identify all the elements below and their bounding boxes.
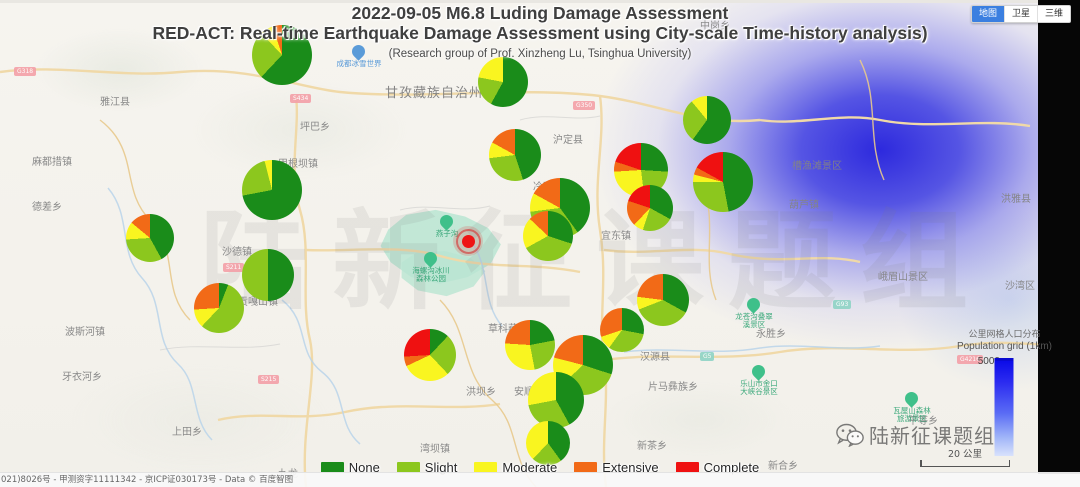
map-place-label: 波斯河镇 bbox=[65, 327, 105, 338]
map-place-label: 片马彝族乡 bbox=[648, 382, 698, 393]
damage-pie-chart[interactable] bbox=[637, 274, 689, 326]
damage-pie-chart[interactable] bbox=[242, 160, 302, 220]
wechat-watermark: 陆新征课题组 bbox=[836, 420, 995, 449]
top-edge-strip bbox=[0, 0, 1038, 3]
road-shield-label: G5 bbox=[700, 352, 715, 361]
scale-bar: 20 公里 bbox=[920, 449, 1010, 467]
population-legend-title-cn: 公里网格人口分布 bbox=[968, 330, 1041, 340]
wechat-icon bbox=[836, 423, 864, 447]
screen-edge-strip bbox=[1038, 0, 1080, 474]
damage-pie-chart[interactable] bbox=[600, 308, 644, 352]
map-place-label: 永胜乡 bbox=[756, 329, 786, 340]
scale-bar-label: 20 公里 bbox=[947, 449, 983, 460]
road-shield-label: S211 bbox=[223, 263, 245, 272]
epicenter-marker[interactable] bbox=[453, 226, 483, 256]
damage-pie-chart[interactable] bbox=[489, 129, 541, 181]
map-place-label: 德差乡 bbox=[32, 202, 62, 213]
damage-pie-chart[interactable] bbox=[526, 421, 570, 465]
population-legend-bar-wrap: 5000 bbox=[957, 356, 1052, 456]
damage-pie-chart[interactable] bbox=[404, 329, 456, 381]
map-poi-label: 燕子沟 bbox=[435, 229, 459, 238]
map-poi-label: 龙苍沟叠翠 溪景区 bbox=[735, 312, 773, 330]
map-place-label: 贡嘎山镇 bbox=[238, 297, 278, 308]
map-place-label: 平等乡 bbox=[908, 416, 938, 427]
map-type-button-3[interactable]: 三维 bbox=[1044, 9, 1063, 19]
map-type-switcher[interactable]: 地图 卫星 三维 bbox=[970, 5, 1071, 23]
damage-pie-chart[interactable] bbox=[693, 152, 753, 212]
map-place-label: 洪坝乡 bbox=[466, 387, 496, 398]
damage-pie-chart[interactable] bbox=[523, 211, 573, 261]
map-type-button-2[interactable]: 卫星 bbox=[1005, 6, 1038, 22]
damage-pie-chart[interactable] bbox=[478, 57, 528, 107]
damage-pie-chart[interactable] bbox=[683, 96, 731, 144]
map-place-label: 中岗乡 bbox=[700, 21, 730, 32]
attribution-bar: 021)8026号 - 甲测资字11111342 - 京ICP证030173号 … bbox=[0, 472, 1080, 487]
damage-pie-chart[interactable] bbox=[627, 185, 673, 231]
wechat-account-name: 陆新征课题组 bbox=[869, 424, 995, 448]
map-place-label: 槽渔滩景区 bbox=[792, 161, 842, 172]
population-legend-max-value: 5000 bbox=[977, 356, 1000, 367]
map-type-button-1[interactable]: 地图 bbox=[971, 6, 1005, 22]
map-place-label: 宜东镇 bbox=[601, 231, 631, 242]
map-place-label: 新合乡 bbox=[768, 461, 798, 472]
damage-pie-chart[interactable] bbox=[252, 25, 312, 85]
map-place-label: 葫芦镇 bbox=[789, 200, 819, 211]
map-place-label: 新茶乡 bbox=[637, 441, 667, 452]
population-legend-title-en: Population grid (1km) bbox=[956, 341, 1052, 352]
damage-pie-chart[interactable] bbox=[505, 320, 555, 370]
map-place-label: 湾坝镇 bbox=[420, 444, 450, 455]
map-place-label: 汉源县 bbox=[640, 352, 670, 363]
road-shield-label: S215 bbox=[258, 375, 280, 384]
damage-pie-chart[interactable] bbox=[194, 283, 244, 333]
damage-pie-chart[interactable] bbox=[242, 249, 294, 301]
map-place-label: 牙衣河乡 bbox=[62, 372, 102, 383]
road-shield-label: G318 bbox=[14, 67, 37, 76]
road-shield-label: G4216 bbox=[957, 355, 983, 364]
map-place-label: 甲根坝镇 bbox=[278, 159, 318, 170]
damage-pie-chart[interactable] bbox=[126, 214, 174, 262]
map-poi-label: 海螺沟冰川 森林公园 bbox=[412, 266, 450, 284]
map-poi-label: 瓦屋山森林 旅游景区 bbox=[893, 406, 931, 424]
map-place-label: 雅江县 bbox=[100, 97, 130, 108]
map-poi-label: 成都冰雪世界 bbox=[336, 59, 382, 68]
map-place-label: 洪雅县 bbox=[1001, 194, 1031, 205]
population-legend-gradient-bar bbox=[994, 358, 1014, 456]
map-place-label: 甘孜藏族自治州 bbox=[385, 86, 484, 101]
damage-pie-chart[interactable] bbox=[528, 372, 584, 428]
road-shield-label: S434 bbox=[290, 94, 312, 103]
road-shield-label: G350 bbox=[573, 101, 596, 110]
map-place-label: 上田乡 bbox=[172, 427, 202, 438]
map-place-label: 坪巴乡 bbox=[300, 122, 330, 133]
scale-bar-line bbox=[920, 460, 1010, 467]
population-grid-legend: 公里网格人口分布 Population grid (1km) 5000 bbox=[956, 330, 1052, 456]
map-poi-label: 乐山市金口 大峡谷景区 bbox=[740, 379, 778, 397]
map-place-label: 沙德镇 bbox=[222, 247, 252, 258]
map-place-label: 沙湾区 bbox=[1005, 281, 1035, 292]
map-place-label: 麻都措镇 bbox=[32, 157, 72, 168]
map-place-label: 沪定县 bbox=[553, 135, 583, 146]
road-shield-label: G93 bbox=[833, 300, 852, 309]
map-place-label: 峨眉山景区 bbox=[878, 272, 928, 283]
